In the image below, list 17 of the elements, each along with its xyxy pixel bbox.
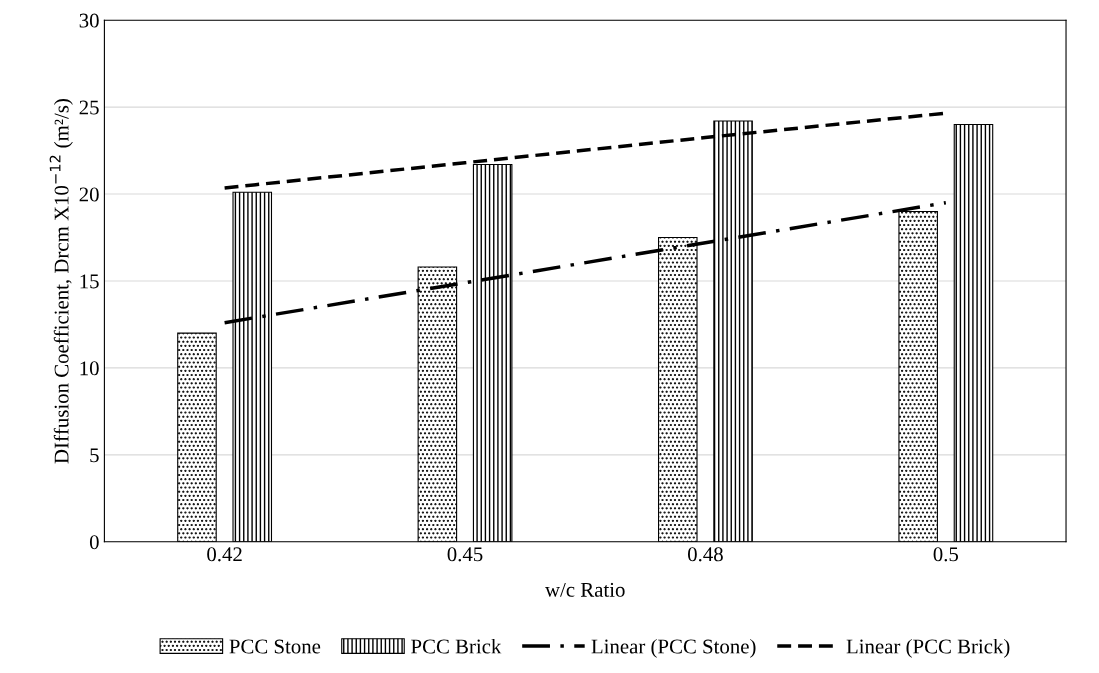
- y-tick-label: 30: [79, 13, 99, 28]
- x-tick-label: 0.5: [933, 547, 959, 562]
- y-tick-label: 20: [79, 187, 99, 202]
- x-tick-label: 0.42: [207, 547, 242, 562]
- x-tick-label: 0.48: [687, 547, 723, 562]
- legend-label: Linear (PCC Stone): [591, 638, 756, 658]
- legend-label: Linear (PCC Brick): [846, 638, 1010, 658]
- y-tick-label: 15: [80, 274, 99, 289]
- y-tick-label: 25: [79, 100, 99, 115]
- y-tick-label: 10: [80, 361, 99, 376]
- y-tick-label: 5: [90, 448, 99, 463]
- x-axis-title: w/c Ratio: [545, 582, 625, 597]
- legend-label: PCC Brick: [411, 638, 502, 654]
- x-tick-label: 0.45: [447, 547, 483, 562]
- legend-label: PCC Stone: [229, 639, 321, 654]
- y-tick-label: 0: [89, 535, 99, 550]
- y-axis-title: DIffusion Coefficient, Drcm X10$^{−12}$ (m²/s): [49, 99, 73, 464]
